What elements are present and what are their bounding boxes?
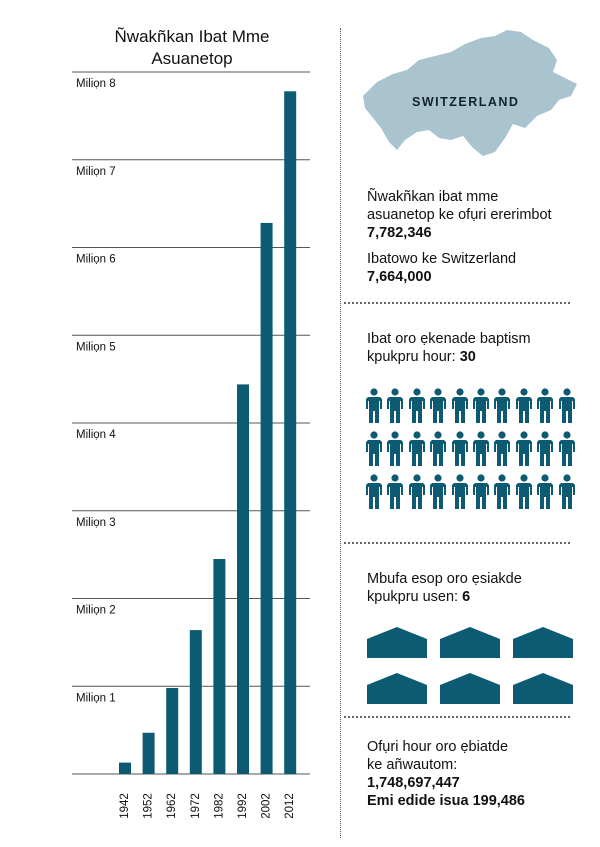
- switzerland-shape: [363, 30, 577, 156]
- person-icon: [408, 474, 425, 515]
- y-tick-label: Miliọn 8: [76, 78, 116, 90]
- person-icon: [473, 474, 489, 515]
- bar-1962: [166, 688, 179, 774]
- person-icon: [451, 431, 468, 472]
- person-icon: [387, 431, 404, 472]
- x-tick-label: 2002: [261, 793, 273, 819]
- population-label: Ibatowo ke Switzerland: [367, 251, 517, 267]
- section-divider-1: [344, 302, 570, 304]
- person-icon: [430, 474, 447, 515]
- building-icon: [513, 627, 573, 663]
- person-icon: [451, 388, 468, 429]
- bar-1992: [237, 384, 249, 774]
- x-tick-label: 1962: [166, 793, 178, 819]
- x-tick-label: 1972: [190, 793, 202, 819]
- person-icon: [515, 474, 532, 515]
- building-icon: [367, 673, 427, 709]
- members-label-line1: Ñwakñkan ibat mme: [367, 189, 499, 205]
- bar-1952: [142, 732, 155, 774]
- map-label: SWITZERLAND: [412, 95, 520, 109]
- y-tick-label: Miliọn 5: [76, 341, 116, 353]
- baptized-block: Ibat oro ẹkenade baptism kpukpru hour: 3…: [367, 330, 531, 366]
- members-label: Ñwakñkan ibat mme asuanetop ke ofụri ere…: [367, 188, 552, 242]
- person-icon: [558, 388, 575, 429]
- person-icon: [430, 388, 447, 429]
- baptized-line2-prefix: kpukpru hour:: [367, 349, 460, 365]
- hours-line1: Ofụri hour oro ẹbiatde: [367, 739, 509, 755]
- person-icon: [537, 388, 554, 429]
- x-tick-label: 1952: [143, 793, 155, 819]
- baptized-line2: kpukpru hour: 30: [367, 348, 531, 366]
- bar-1942: [119, 762, 131, 774]
- hours-line2: ke añwautom:: [367, 757, 458, 773]
- buildings-line2: kpukpru usen: 6: [367, 588, 522, 606]
- person-icon: [387, 474, 404, 515]
- x-tick-label: 1942: [119, 793, 131, 819]
- person-icon: [537, 474, 554, 515]
- population-value: 7,664,000: [367, 269, 432, 285]
- baptized-value: 30: [459, 349, 476, 365]
- person-icon: [387, 388, 404, 429]
- person-icon: [430, 431, 447, 472]
- person-icon: [473, 431, 489, 472]
- hours-value: 1,748,697,447: [367, 775, 460, 791]
- person-icon: [366, 431, 382, 472]
- y-tick-label: Miliọn 3: [76, 517, 116, 529]
- y-tick-label: Miliọn 2: [76, 605, 116, 617]
- person-icon: [473, 388, 489, 429]
- person-icon: [515, 388, 532, 429]
- x-tick-label: 1982: [213, 793, 225, 819]
- bar-1972: [189, 630, 202, 774]
- hours-block: Ofụri hour oro ẹbiatde ke añwautom: 1,74…: [367, 738, 525, 810]
- person-icon: [408, 431, 425, 472]
- building-icon: [513, 673, 573, 709]
- person-icon: [558, 474, 575, 515]
- person-icon: [494, 474, 511, 515]
- person-icon: [494, 431, 511, 472]
- members-label-line2: asuanetop ke ofụri ererimbot: [367, 207, 552, 223]
- x-tick-label: 1992: [237, 793, 249, 819]
- hours-avg: Emi edide isua 199,486: [367, 793, 525, 809]
- y-tick-label: Miliọn 6: [76, 254, 116, 266]
- person-icon: [494, 388, 511, 429]
- section-divider-2: [344, 542, 570, 544]
- switzerland-map: [363, 30, 577, 156]
- person-icon: [366, 474, 382, 515]
- y-tick-label: Miliọn 1: [76, 692, 116, 704]
- bar-2012: [284, 91, 297, 775]
- person-icon: [408, 388, 425, 429]
- baptized-line1: Ibat oro ẹkenade baptism: [367, 331, 531, 347]
- buildings-line2-prefix: kpukpru usen:: [367, 589, 463, 605]
- section-divider-3: [344, 716, 570, 718]
- person-icon: [537, 431, 554, 472]
- buildings-block: Mbufa esop oro ẹsiakde kpukpru usen: 6: [367, 570, 522, 606]
- buildings-value: 6: [462, 589, 471, 605]
- building-icon: [367, 627, 427, 663]
- column-divider: [340, 28, 341, 838]
- bar-1982: [213, 559, 226, 774]
- bar-chart: Miliọn 1 Miliọn 2 Miliọn 3 Miliọn 4 Miliọn 5…: [72, 71, 310, 819]
- building-icon: [440, 673, 500, 709]
- chart-title: Ñwakñkan Ibat Mme Asuanetop: [114, 27, 270, 68]
- person-icon: [366, 388, 382, 429]
- y-tick-label: Miliọn 7: [76, 166, 116, 178]
- person-icon: [451, 474, 468, 515]
- building-icon: [440, 627, 500, 663]
- bar-2002: [260, 222, 273, 774]
- members-value: 7,782,346: [367, 225, 432, 241]
- person-icon: [558, 431, 575, 472]
- x-tick-label: 2012: [284, 793, 296, 819]
- population-block: Ibatowo ke Switzerland 7,664,000: [367, 250, 516, 286]
- buildings-line1: Mbufa esop oro ẹsiakde: [367, 571, 522, 587]
- person-icon: [515, 431, 532, 472]
- y-tick-label: Miliọn 4: [76, 429, 116, 441]
